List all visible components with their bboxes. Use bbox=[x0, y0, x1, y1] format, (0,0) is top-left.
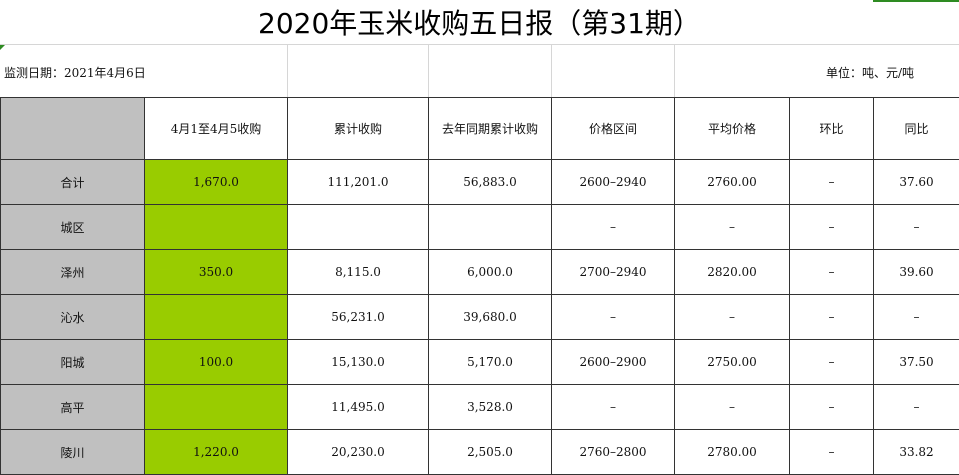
table-cell: 100.0 bbox=[145, 340, 288, 385]
table-cell: – bbox=[552, 385, 675, 430]
table-cell: 2780.00 bbox=[675, 430, 790, 475]
table-cell: 8,115.0 bbox=[288, 250, 429, 295]
table-cell: – bbox=[552, 205, 675, 250]
table-cell: – bbox=[874, 295, 959, 340]
grid-line bbox=[0, 44, 959, 45]
table-cell: 3,528.0 bbox=[429, 385, 552, 430]
table-cell: – bbox=[790, 205, 874, 250]
table-cell: – bbox=[874, 385, 959, 430]
table-cell: 39,680.0 bbox=[429, 295, 552, 340]
unit-label: 单位：吨、元/吨 bbox=[826, 64, 914, 81]
column-header: 环比 bbox=[790, 98, 874, 160]
table-cell bbox=[288, 205, 429, 250]
row-label: 泽州 bbox=[1, 250, 145, 295]
grid-line bbox=[551, 45, 552, 97]
table-cell: 2,505.0 bbox=[429, 430, 552, 475]
table-cell: 5,170.0 bbox=[429, 340, 552, 385]
table-cell: 33.82 bbox=[874, 430, 959, 475]
table-row: 城区 – – – – bbox=[1, 205, 959, 250]
row-label: 阳城 bbox=[1, 340, 145, 385]
row-label: 合计 bbox=[1, 160, 145, 205]
table-cell: – bbox=[874, 205, 959, 250]
table-cell: – bbox=[790, 385, 874, 430]
table-cell bbox=[145, 385, 288, 430]
table-row: 泽州 350.0 8,115.0 6,000.0 2700–2940 2820.… bbox=[1, 250, 959, 295]
table-cell: – bbox=[790, 250, 874, 295]
report-table: 4月1至4月5收购 累计收购 去年同期累计收购 价格区间 平均价格 环比 同比 … bbox=[0, 97, 959, 475]
table-cell: – bbox=[790, 160, 874, 205]
table-cell: – bbox=[790, 295, 874, 340]
cell-indicator-icon bbox=[873, 0, 959, 2]
table-row: 阳城 100.0 15,130.0 5,170.0 2600–2900 2750… bbox=[1, 340, 959, 385]
table-cell: 11,495.0 bbox=[288, 385, 429, 430]
table-cell: 111,201.0 bbox=[288, 160, 429, 205]
table-cell: 2600–2900 bbox=[552, 340, 675, 385]
column-header: 价格区间 bbox=[552, 98, 675, 160]
table-cell: – bbox=[790, 430, 874, 475]
table-cell: 15,130.0 bbox=[288, 340, 429, 385]
table-cell: 20,230.0 bbox=[288, 430, 429, 475]
table-cell: 2750.00 bbox=[675, 340, 790, 385]
table-cell: 1,670.0 bbox=[145, 160, 288, 205]
cell-indicator-icon bbox=[0, 45, 5, 50]
header-corner bbox=[1, 98, 145, 160]
table-cell: 2700–2940 bbox=[552, 250, 675, 295]
table-cell bbox=[145, 205, 288, 250]
table-cell: 350.0 bbox=[145, 250, 288, 295]
row-label: 高平 bbox=[1, 385, 145, 430]
table-cell: – bbox=[790, 340, 874, 385]
table-row: 合计 1,670.0 111,201.0 56,883.0 2600–2940 … bbox=[1, 160, 959, 205]
table-cell: 2600–2940 bbox=[552, 160, 675, 205]
table-cell bbox=[429, 205, 552, 250]
table-cell: – bbox=[675, 295, 790, 340]
column-header: 累计收购 bbox=[288, 98, 429, 160]
monitor-date: 监测日期：2021年4月6日 bbox=[4, 64, 146, 81]
grid-line bbox=[674, 45, 675, 97]
table-row: 陵川 1,220.0 20,230.0 2,505.0 2760–2800 27… bbox=[1, 430, 959, 475]
table-cell: 1,220.0 bbox=[145, 430, 288, 475]
table-row: 高平 11,495.0 3,528.0 – – – – bbox=[1, 385, 959, 430]
table-cell: – bbox=[552, 295, 675, 340]
grid-line bbox=[428, 45, 429, 97]
row-label: 沁水 bbox=[1, 295, 145, 340]
table-cell: 56,231.0 bbox=[288, 295, 429, 340]
table-cell: – bbox=[675, 205, 790, 250]
row-label: 城区 bbox=[1, 205, 145, 250]
table-cell bbox=[145, 295, 288, 340]
column-header: 平均价格 bbox=[675, 98, 790, 160]
header-row: 4月1至4月5收购 累计收购 去年同期累计收购 价格区间 平均价格 环比 同比 bbox=[1, 98, 959, 160]
table-cell: 2760–2800 bbox=[552, 430, 675, 475]
table-cell: 2820.00 bbox=[675, 250, 790, 295]
row-label: 陵川 bbox=[1, 430, 145, 475]
table-cell: 2760.00 bbox=[675, 160, 790, 205]
column-header: 同比 bbox=[874, 98, 959, 160]
table-cell: 39.60 bbox=[874, 250, 959, 295]
column-header: 去年同期累计收购 bbox=[429, 98, 552, 160]
table-cell: 56,883.0 bbox=[429, 160, 552, 205]
table-row: 沁水 56,231.0 39,680.0 – – – – bbox=[1, 295, 959, 340]
table-cell: 37.60 bbox=[874, 160, 959, 205]
grid-line bbox=[287, 45, 288, 97]
report-title: 2020年玉米收购五日报（第31期） bbox=[0, 0, 959, 44]
table-cell: 6,000.0 bbox=[429, 250, 552, 295]
table-cell: 37.50 bbox=[874, 340, 959, 385]
table-cell: – bbox=[675, 385, 790, 430]
column-header: 4月1至4月5收购 bbox=[145, 98, 288, 160]
